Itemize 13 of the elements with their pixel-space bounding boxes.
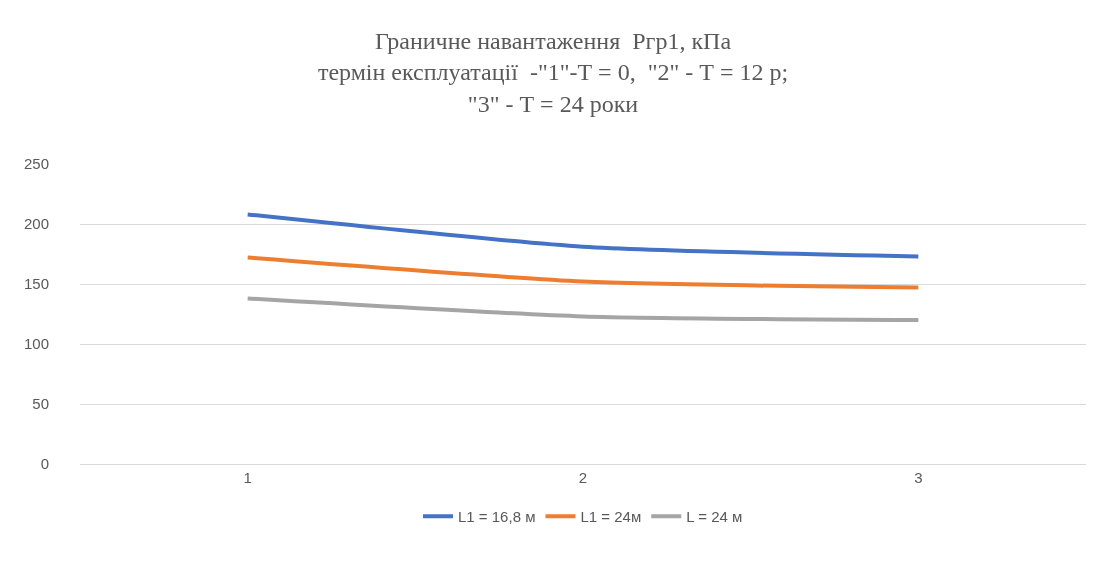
- y-tick-label: 250: [23, 155, 49, 173]
- y-tick-label: 0: [40, 455, 49, 473]
- y-tick-label: 50: [32, 395, 49, 413]
- chart-title: Граничне навантаження Ргр1, кПа термін експлуатації -"1"-Т = 0, "2" - Т = 12 р; "3" - Т = 24 роки: [317, 28, 789, 117]
- legend-label: L = 24 м: [686, 508, 743, 526]
- legend-label: L1 = 24м: [580, 508, 642, 526]
- x-tick-label: 2: [578, 469, 588, 486]
- x-tick-label: 3: [914, 469, 923, 486]
- legend-label: L1 = 16,8 м: [458, 508, 536, 526]
- x-tick-label: 1: [243, 469, 252, 486]
- y-tick-label: 200: [23, 215, 49, 233]
- y-tick-label: 150: [23, 275, 49, 293]
- y-tick-label: 100: [23, 335, 49, 353]
